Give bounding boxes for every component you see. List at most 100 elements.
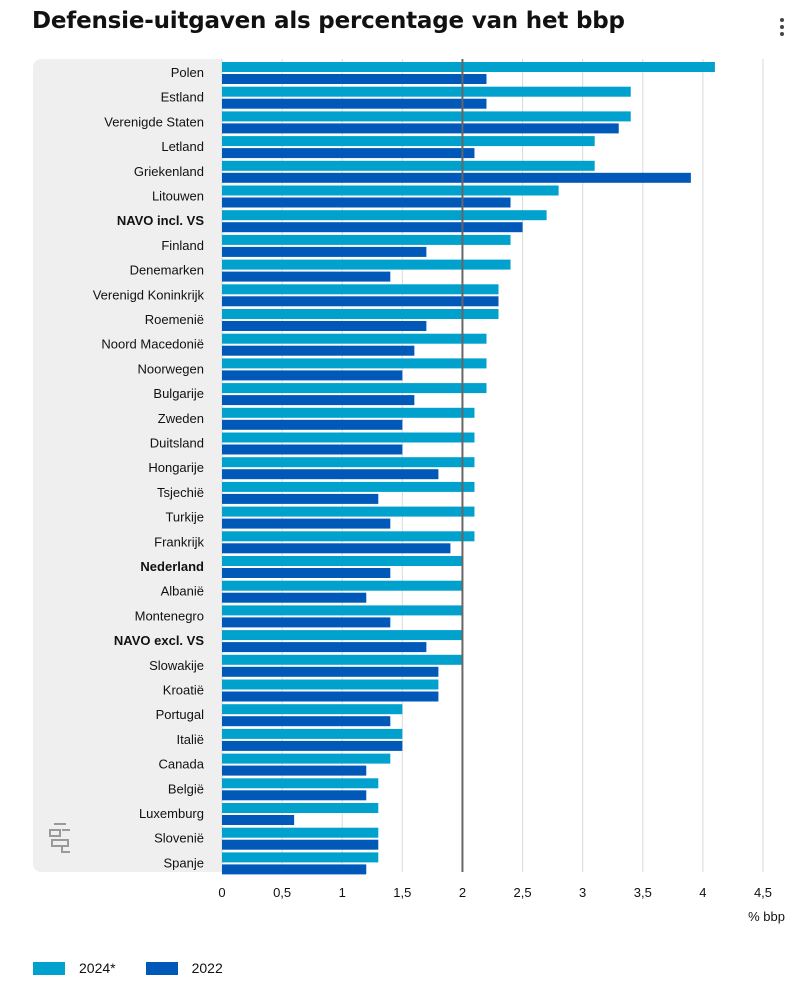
legend-item-2022[interactable]: 2022 bbox=[145, 960, 223, 976]
bar-2024[interactable] bbox=[222, 605, 463, 616]
bar-2022[interactable] bbox=[222, 617, 391, 628]
legend-item-2024[interactable]: 2024* bbox=[33, 960, 116, 976]
bar-2024[interactable] bbox=[222, 753, 391, 764]
cbs-logo-icon bbox=[49, 823, 70, 853]
bar-2024[interactable] bbox=[222, 556, 463, 566]
bar-2022[interactable] bbox=[222, 740, 403, 751]
category-label: Noord Macedonië bbox=[101, 337, 204, 352]
bar-2024[interactable] bbox=[222, 654, 463, 665]
bar-2022[interactable] bbox=[222, 246, 427, 257]
legend-label-2024: 2024* bbox=[79, 960, 116, 976]
bar-2024[interactable] bbox=[222, 728, 403, 739]
category-label: Letland bbox=[161, 139, 204, 154]
x-tick-label: 1,5 bbox=[393, 885, 411, 900]
bar-2024[interactable] bbox=[222, 704, 403, 715]
bar-2022[interactable] bbox=[222, 345, 415, 356]
category-label: Zweden bbox=[158, 411, 204, 426]
bar-2022[interactable] bbox=[222, 543, 451, 554]
bar-2024[interactable] bbox=[222, 803, 379, 813]
category-label: Griekenland bbox=[134, 164, 204, 179]
category-label: Denemarken bbox=[130, 263, 204, 278]
bar-2024[interactable] bbox=[222, 778, 379, 789]
kebab-menu-icon[interactable] bbox=[778, 18, 784, 38]
bar-2024[interactable] bbox=[222, 185, 559, 196]
bar-2022[interactable] bbox=[222, 197, 511, 208]
bar-2022[interactable] bbox=[222, 148, 475, 159]
bar-2022[interactable] bbox=[222, 815, 295, 825]
bar-2024[interactable] bbox=[222, 679, 439, 690]
x-axis-label: % bbp bbox=[748, 909, 785, 924]
x-tick-label: 2,5 bbox=[514, 885, 532, 900]
bar-2024[interactable] bbox=[222, 111, 631, 122]
bar-2024[interactable] bbox=[222, 309, 499, 319]
bar-2022[interactable] bbox=[222, 321, 427, 331]
category-label: Turkije bbox=[165, 510, 204, 525]
category-label: Montenegro bbox=[135, 608, 204, 623]
bar-2024[interactable] bbox=[222, 160, 595, 171]
bar-2022[interactable] bbox=[222, 222, 523, 233]
bar-2022[interactable] bbox=[222, 568, 391, 578]
bar-2022[interactable] bbox=[222, 98, 487, 109]
bar-2022[interactable] bbox=[222, 765, 367, 776]
bar-2024[interactable] bbox=[222, 580, 463, 591]
bar-2022[interactable] bbox=[222, 395, 415, 406]
bar-2022[interactable] bbox=[222, 716, 391, 727]
bar-2022[interactable] bbox=[222, 172, 691, 183]
bar-2024[interactable] bbox=[222, 852, 379, 863]
category-label: NAVO excl. VS bbox=[114, 633, 204, 648]
bar-2022[interactable] bbox=[222, 666, 439, 677]
bar-2024[interactable] bbox=[222, 432, 475, 443]
bar-2022[interactable] bbox=[222, 493, 379, 504]
x-tick-label: 0,5 bbox=[273, 885, 291, 900]
bar-2024[interactable] bbox=[222, 234, 511, 245]
bar-2022[interactable] bbox=[222, 469, 439, 480]
bar-2024[interactable] bbox=[222, 333, 487, 344]
legend-swatch-2024 bbox=[33, 961, 65, 975]
bar-2022[interactable] bbox=[222, 592, 367, 603]
bar-2022[interactable] bbox=[222, 691, 439, 702]
bar-2024[interactable] bbox=[222, 457, 475, 468]
bar-2022[interactable] bbox=[222, 790, 367, 801]
bar-2024[interactable] bbox=[222, 506, 475, 517]
bar-2024[interactable] bbox=[222, 827, 379, 838]
category-label: Estland bbox=[161, 90, 204, 105]
bar-2022[interactable] bbox=[222, 419, 403, 430]
bar-2024[interactable] bbox=[222, 383, 487, 394]
legend-swatch-2022 bbox=[145, 961, 178, 975]
bar-2024[interactable] bbox=[222, 210, 547, 221]
bar-2024[interactable] bbox=[222, 481, 475, 492]
category-label: Spanje bbox=[164, 855, 204, 870]
bar-2024[interactable] bbox=[222, 62, 715, 72]
x-tick-label: 3 bbox=[579, 885, 586, 900]
bar-2024[interactable] bbox=[222, 407, 475, 418]
bars bbox=[222, 62, 715, 875]
bar-2022[interactable] bbox=[222, 271, 391, 282]
bar-2022[interactable] bbox=[222, 642, 427, 653]
bar-2022[interactable] bbox=[222, 518, 391, 529]
bar-2022[interactable] bbox=[222, 296, 499, 307]
bar-2022[interactable] bbox=[222, 444, 403, 455]
bar-2022[interactable] bbox=[222, 864, 367, 875]
bar-2024[interactable] bbox=[222, 259, 511, 270]
bar-2022[interactable] bbox=[222, 123, 619, 134]
bar-2024[interactable] bbox=[222, 531, 475, 542]
category-label: Roemenië bbox=[145, 312, 204, 327]
bar-2022[interactable] bbox=[222, 370, 403, 381]
bar-2022[interactable] bbox=[222, 839, 379, 850]
category-label: Canada bbox=[158, 757, 204, 772]
category-label: Frankrijk bbox=[154, 534, 204, 549]
x-tick-label: 0 bbox=[218, 885, 225, 900]
bar-2024[interactable] bbox=[222, 630, 463, 641]
bar-2024[interactable] bbox=[222, 358, 487, 369]
category-label: Litouwen bbox=[152, 189, 204, 204]
bar-2024[interactable] bbox=[222, 86, 631, 97]
legend: 2024* 2022 bbox=[33, 960, 223, 976]
bar-2024[interactable] bbox=[222, 284, 499, 295]
bar-2024[interactable] bbox=[222, 136, 595, 147]
category-label: Bulgarije bbox=[153, 386, 204, 401]
bar-2022[interactable] bbox=[222, 74, 487, 84]
category-label: Slowakije bbox=[149, 658, 204, 673]
chart-title: Defensie-uitgaven als percentage van het… bbox=[32, 8, 625, 34]
category-label: Hongarije bbox=[148, 460, 204, 475]
